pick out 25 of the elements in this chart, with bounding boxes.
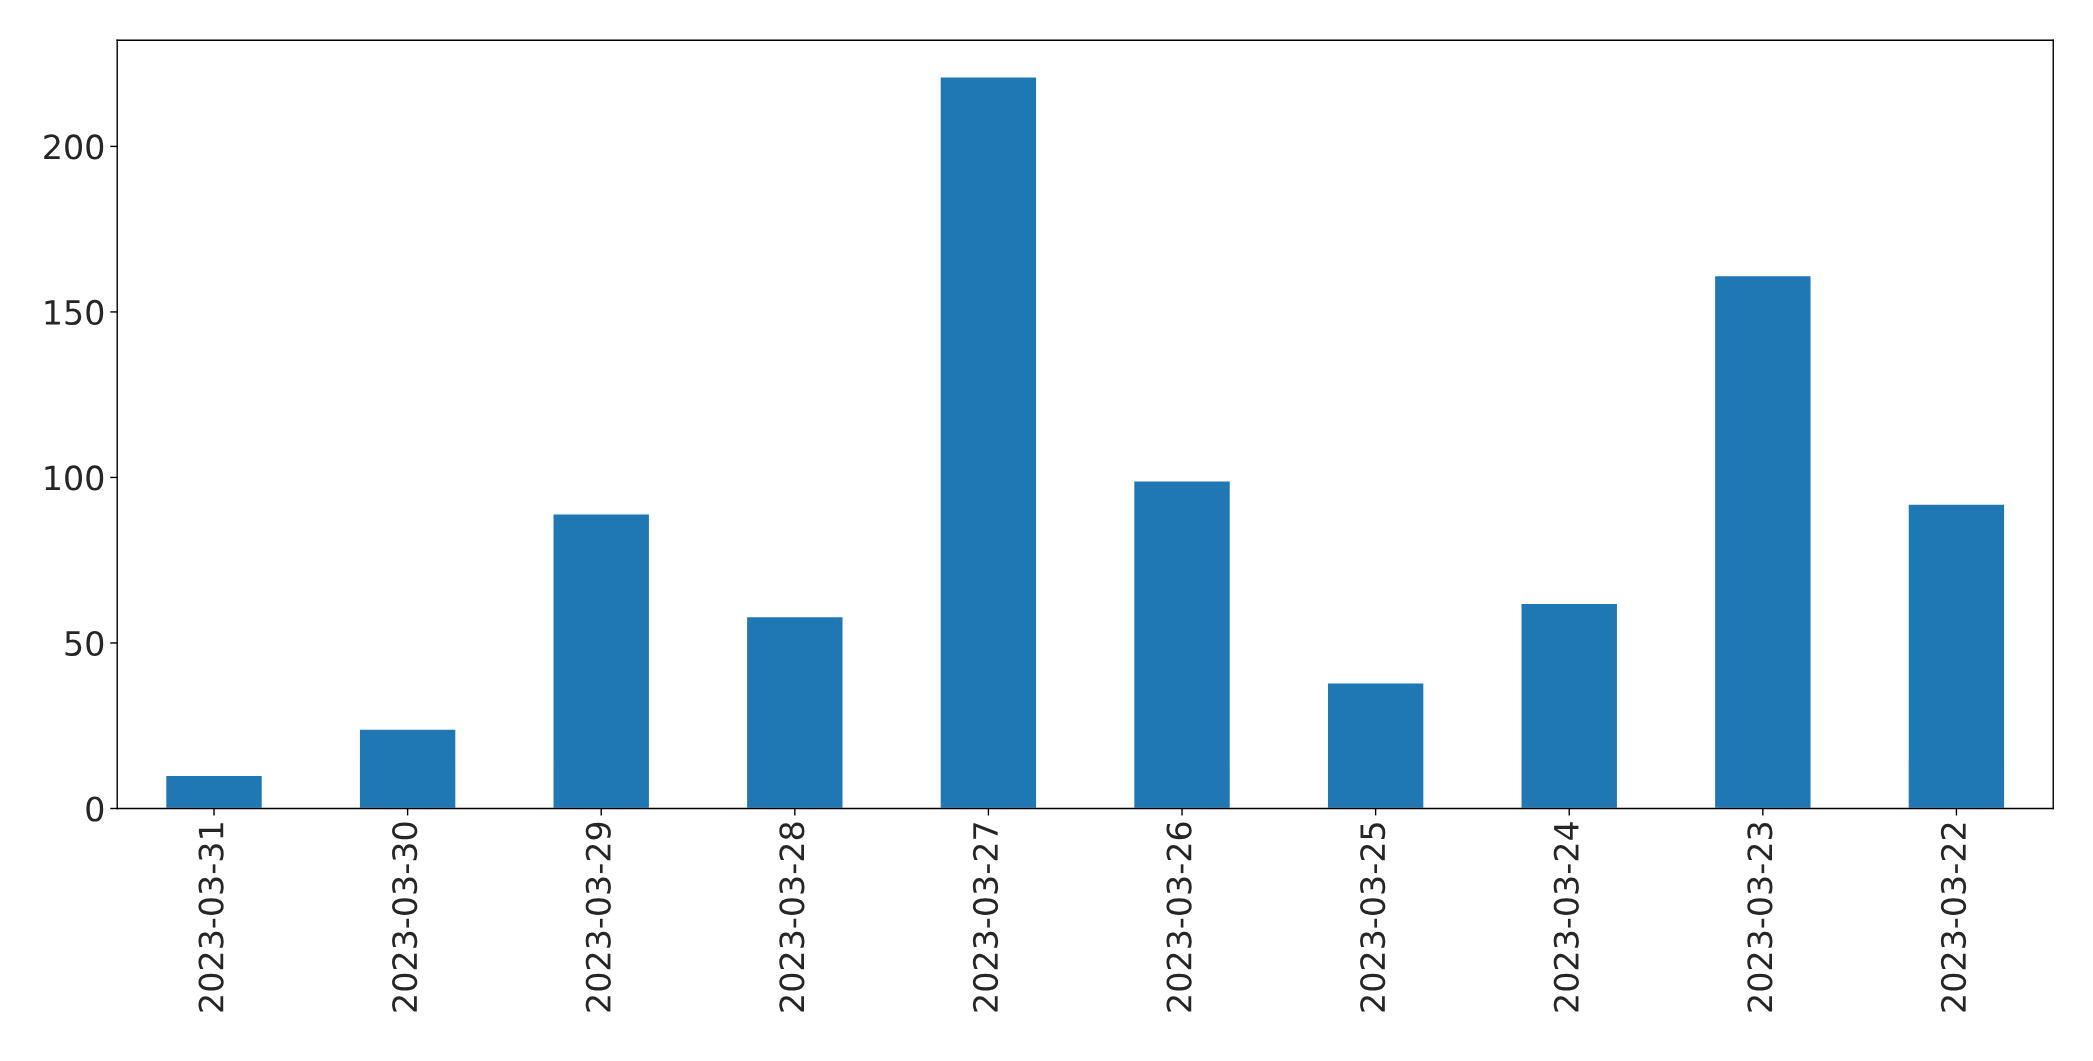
- bar: [358, 728, 457, 809]
- bar: [1132, 480, 1232, 809]
- bar: [1326, 681, 1425, 809]
- y-tick-label: 100: [45, 465, 104, 491]
- y-tick-label: 0: [86, 796, 104, 822]
- bar: [745, 615, 844, 809]
- bar: [1713, 274, 1812, 809]
- x-tick-label: 2023-03-26: [1166, 822, 1192, 1012]
- bar: [1520, 602, 1619, 809]
- x-tick-label: 2023-03-24: [1553, 822, 1579, 1012]
- y-tick-label: 150: [45, 299, 104, 326]
- x-tick-label: 2023-03-28: [779, 822, 805, 1012]
- y-tick-label: 200: [44, 134, 104, 160]
- x-tick-label: 2023-03-22: [1940, 823, 1967, 1012]
- bar: [164, 774, 264, 809]
- x-tick-label: 2023-03-25: [1360, 823, 1386, 1012]
- x-tick-label: 2023-03-23: [1747, 822, 1773, 1012]
- x-tick-label: 2023-03-29: [585, 822, 611, 1012]
- y-tick-label: 50: [65, 630, 104, 657]
- bar: [939, 76, 1038, 809]
- x-tick-label: 2023-03-27: [972, 823, 999, 1012]
- bar: [552, 513, 651, 809]
- bar: [1907, 503, 2006, 809]
- x-tick-label: 2023-03-30: [392, 822, 418, 1012]
- x-tick-label: 2023-03-31: [198, 823, 224, 1012]
